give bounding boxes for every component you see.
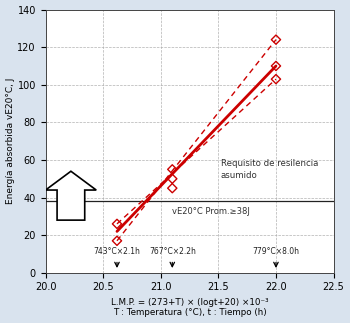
Text: vE20°C Prom.≥38J: vE20°C Prom.≥38J <box>172 207 250 216</box>
Point <box>114 221 120 226</box>
Point <box>169 176 175 181</box>
Text: 743°C×2.1h: 743°C×2.1h <box>93 247 140 256</box>
Text: 767°C×2.2h: 767°C×2.2h <box>149 247 196 256</box>
Point <box>273 63 279 68</box>
Text: 779°C×8.0h: 779°C×8.0h <box>252 247 300 256</box>
Point <box>273 77 279 82</box>
Polygon shape <box>46 171 96 220</box>
Y-axis label: Energía absorbida vE20°C, J: Energía absorbida vE20°C, J <box>6 78 15 204</box>
Point <box>169 186 175 191</box>
Text: Requisito de resilencia
asumido: Requisito de resilencia asumido <box>220 159 318 180</box>
Point <box>273 37 279 42</box>
X-axis label: L.M.P. = (273+T) × (logt+20) ×10⁻³
T : Temperatura (°C), t : Tiempo (h): L.M.P. = (273+T) × (logt+20) ×10⁻³ T : T… <box>111 298 268 318</box>
Point <box>114 238 120 244</box>
Point <box>169 167 175 172</box>
